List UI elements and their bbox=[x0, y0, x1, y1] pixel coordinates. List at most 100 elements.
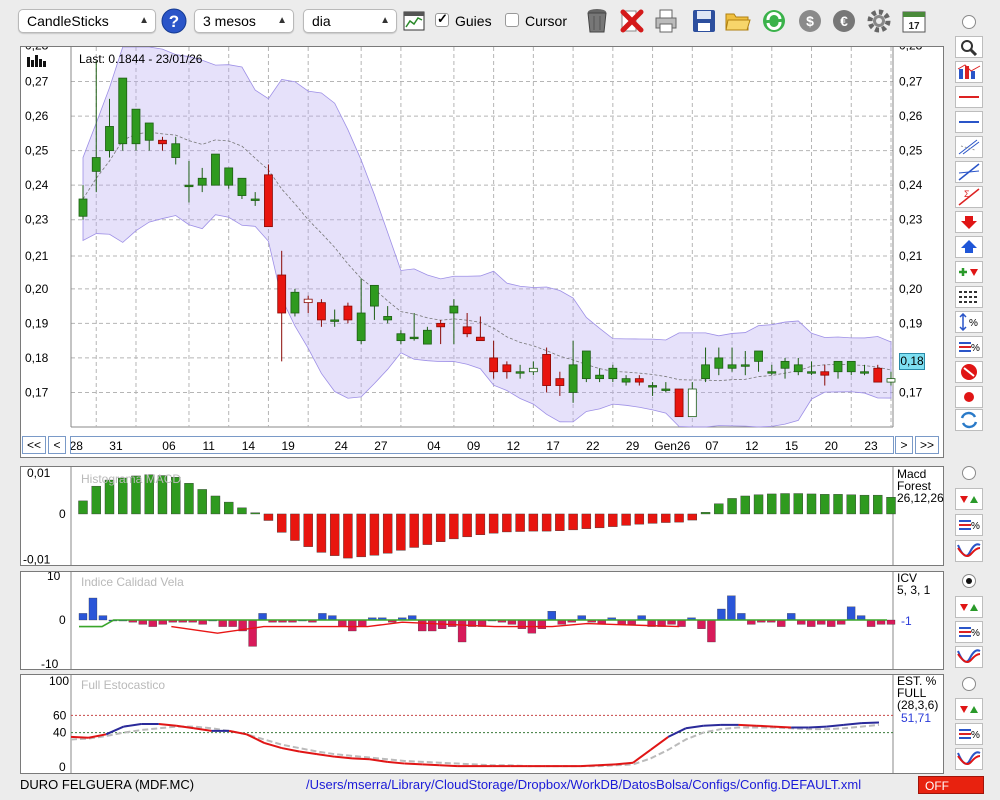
channel-tool[interactable] bbox=[955, 136, 983, 158]
svg-text:17: 17 bbox=[908, 21, 920, 32]
macd-bar bbox=[263, 513, 274, 521]
nav-last-button[interactable]: >> bbox=[915, 436, 939, 454]
trash-button[interactable] bbox=[583, 7, 611, 35]
date-tick-label: 28 bbox=[71, 439, 83, 453]
candle-body bbox=[144, 122, 154, 141]
icv-panel-radio[interactable] bbox=[962, 574, 976, 588]
price-chart-panel[interactable]: 0,28 0,28 0,27 0,27 0,26 0,26 0,25 0,25 0,24 0,24… bbox=[20, 46, 944, 458]
sync-tool[interactable] bbox=[955, 409, 983, 431]
nav-next-button[interactable]: > bbox=[895, 436, 913, 454]
connection-status-badge[interactable]: OFF bbox=[918, 776, 984, 794]
stoch-main-line bbox=[773, 725, 792, 729]
price-tick-label-right: 0,23 bbox=[899, 213, 923, 227]
no-entry-tool[interactable] bbox=[955, 361, 983, 383]
icv-curve-button[interactable] bbox=[955, 646, 983, 668]
svg-text:%: % bbox=[971, 521, 980, 532]
config-path-link[interactable]: /Users/mserra/Library/CloudStorage/Dropb… bbox=[306, 777, 862, 792]
candle-body bbox=[277, 274, 287, 314]
icv-percent-button[interactable]: % bbox=[955, 621, 983, 643]
save-button[interactable] bbox=[690, 7, 718, 35]
chart-window-button[interactable] bbox=[400, 7, 428, 35]
candle-tool[interactable] bbox=[955, 61, 983, 83]
icv-panel[interactable]: 10 0 -10 Indice Calidad Vela ICV 5, 3, 1 -… bbox=[20, 571, 944, 670]
macd-signals-button[interactable] bbox=[955, 488, 983, 510]
date-scroll-bar[interactable]: 28 31 06 11 14 19 24 27 04 09 12 17 22 29 Gen26 07 12 15 2… bbox=[70, 436, 894, 454]
curve-icon bbox=[957, 649, 981, 663]
date-tick-label: 04 bbox=[427, 439, 441, 453]
price-chart[interactable]: 0,28 0,28 0,27 0,27 0,26 0,26 0,25 0,25 0,24 0,24… bbox=[21, 47, 943, 457]
refresh-button[interactable] bbox=[760, 7, 788, 35]
date-tick-label: 12 bbox=[745, 439, 759, 453]
red-line-tool[interactable] bbox=[955, 86, 983, 108]
nav-prev-button[interactable]: < bbox=[48, 436, 66, 454]
calendar-button[interactable]: 17 bbox=[900, 7, 928, 35]
stoch-panel-radio[interactable] bbox=[962, 677, 976, 691]
icv-signals-button[interactable] bbox=[955, 596, 983, 618]
zoom-tool[interactable] bbox=[955, 36, 983, 58]
price-tick-label-left: 0,21 bbox=[25, 249, 49, 263]
grid-lines-tool[interactable] bbox=[955, 286, 983, 308]
candle-body bbox=[886, 378, 896, 383]
macd-bar bbox=[634, 513, 645, 525]
signals-tool[interactable] bbox=[955, 261, 983, 283]
candle-body bbox=[184, 184, 194, 188]
stoch-curve-button[interactable] bbox=[955, 748, 983, 770]
chart-type-select[interactable]: CandleSticks ▲ bbox=[18, 9, 156, 33]
cursor-checkbox[interactable] bbox=[505, 13, 519, 27]
sell-arrow-tool[interactable] bbox=[955, 211, 983, 233]
percent-lines-icon: % bbox=[959, 729, 980, 741]
fibonacci-tool[interactable]: Σ bbox=[955, 186, 983, 208]
dollar-refresh-button[interactable]: $ bbox=[796, 7, 824, 35]
guides-checkbox[interactable] bbox=[435, 11, 449, 27]
candle-body bbox=[648, 385, 657, 388]
trendline-tool[interactable] bbox=[955, 161, 983, 183]
icv-bar bbox=[418, 619, 427, 632]
macd-tick-label: -0,01 bbox=[23, 552, 51, 565]
interval-select[interactable]: dia ▲ bbox=[303, 9, 397, 33]
percent-lines-tool[interactable]: % bbox=[955, 336, 983, 358]
candle-body bbox=[475, 336, 485, 342]
stoch-signals-button[interactable] bbox=[955, 698, 983, 720]
open-folder-button[interactable] bbox=[724, 7, 752, 35]
macd-percent-button[interactable]: % bbox=[955, 514, 983, 536]
settings-button[interactable] bbox=[865, 7, 893, 35]
macd-histogram[interactable]: 0,01 0 -0,01 bbox=[21, 467, 943, 565]
stoch-main-line bbox=[281, 747, 300, 753]
help-button[interactable]: ? bbox=[160, 7, 188, 35]
macd-curve-button[interactable] bbox=[955, 540, 983, 562]
main-panel-radio[interactable] bbox=[962, 15, 976, 29]
stoch-main-line bbox=[843, 722, 862, 726]
current-price-badge: 0,18 bbox=[899, 353, 925, 370]
curve-icon bbox=[957, 751, 981, 765]
candle-body bbox=[264, 174, 273, 228]
candle-chart-icon bbox=[957, 64, 981, 79]
print-button[interactable] bbox=[652, 7, 680, 35]
stoch-main-line bbox=[70, 735, 89, 739]
candle-body bbox=[409, 336, 419, 340]
candle-body bbox=[436, 322, 446, 328]
icv-chart[interactable]: 10 0 -10 bbox=[21, 572, 943, 669]
date-tick-label: 09 bbox=[467, 439, 481, 453]
icv-tick-label: 0 bbox=[59, 613, 66, 627]
candle-body bbox=[422, 329, 432, 345]
percent-range-tool[interactable]: % bbox=[955, 311, 983, 333]
nav-first-button[interactable]: << bbox=[22, 436, 46, 454]
blue-line-tool[interactable] bbox=[955, 111, 983, 133]
price-tick-label-left: 0,27 bbox=[25, 75, 49, 89]
buy-arrow-tool[interactable] bbox=[955, 236, 983, 258]
candle-body bbox=[237, 177, 247, 196]
stochastic-chart[interactable]: 100 60 40 0 bbox=[21, 675, 943, 773]
icv-bar bbox=[517, 619, 527, 629]
candle-body bbox=[158, 139, 167, 145]
stochastic-panel[interactable]: 100 60 40 0 Full Estocastico EST. % FULL (2… bbox=[20, 674, 944, 774]
delete-button[interactable] bbox=[618, 7, 646, 35]
macd-panel-radio[interactable] bbox=[962, 466, 976, 480]
macd-bar bbox=[806, 493, 817, 515]
macd-bar bbox=[78, 500, 88, 515]
date-labels: 28 31 06 11 14 19 24 27 04 09 12 17 22 29 Gen26 07 12 15 2… bbox=[71, 439, 878, 453]
euro-button[interactable]: € bbox=[830, 7, 858, 35]
record-tool[interactable] bbox=[955, 386, 983, 408]
macd-panel[interactable]: 0,01 0 -0,01 Histograma MACD Macd Forest 2… bbox=[20, 466, 944, 566]
period-select[interactable]: 3 mesos ▲ bbox=[194, 9, 294, 33]
stoch-percent-button[interactable]: % bbox=[955, 723, 983, 745]
